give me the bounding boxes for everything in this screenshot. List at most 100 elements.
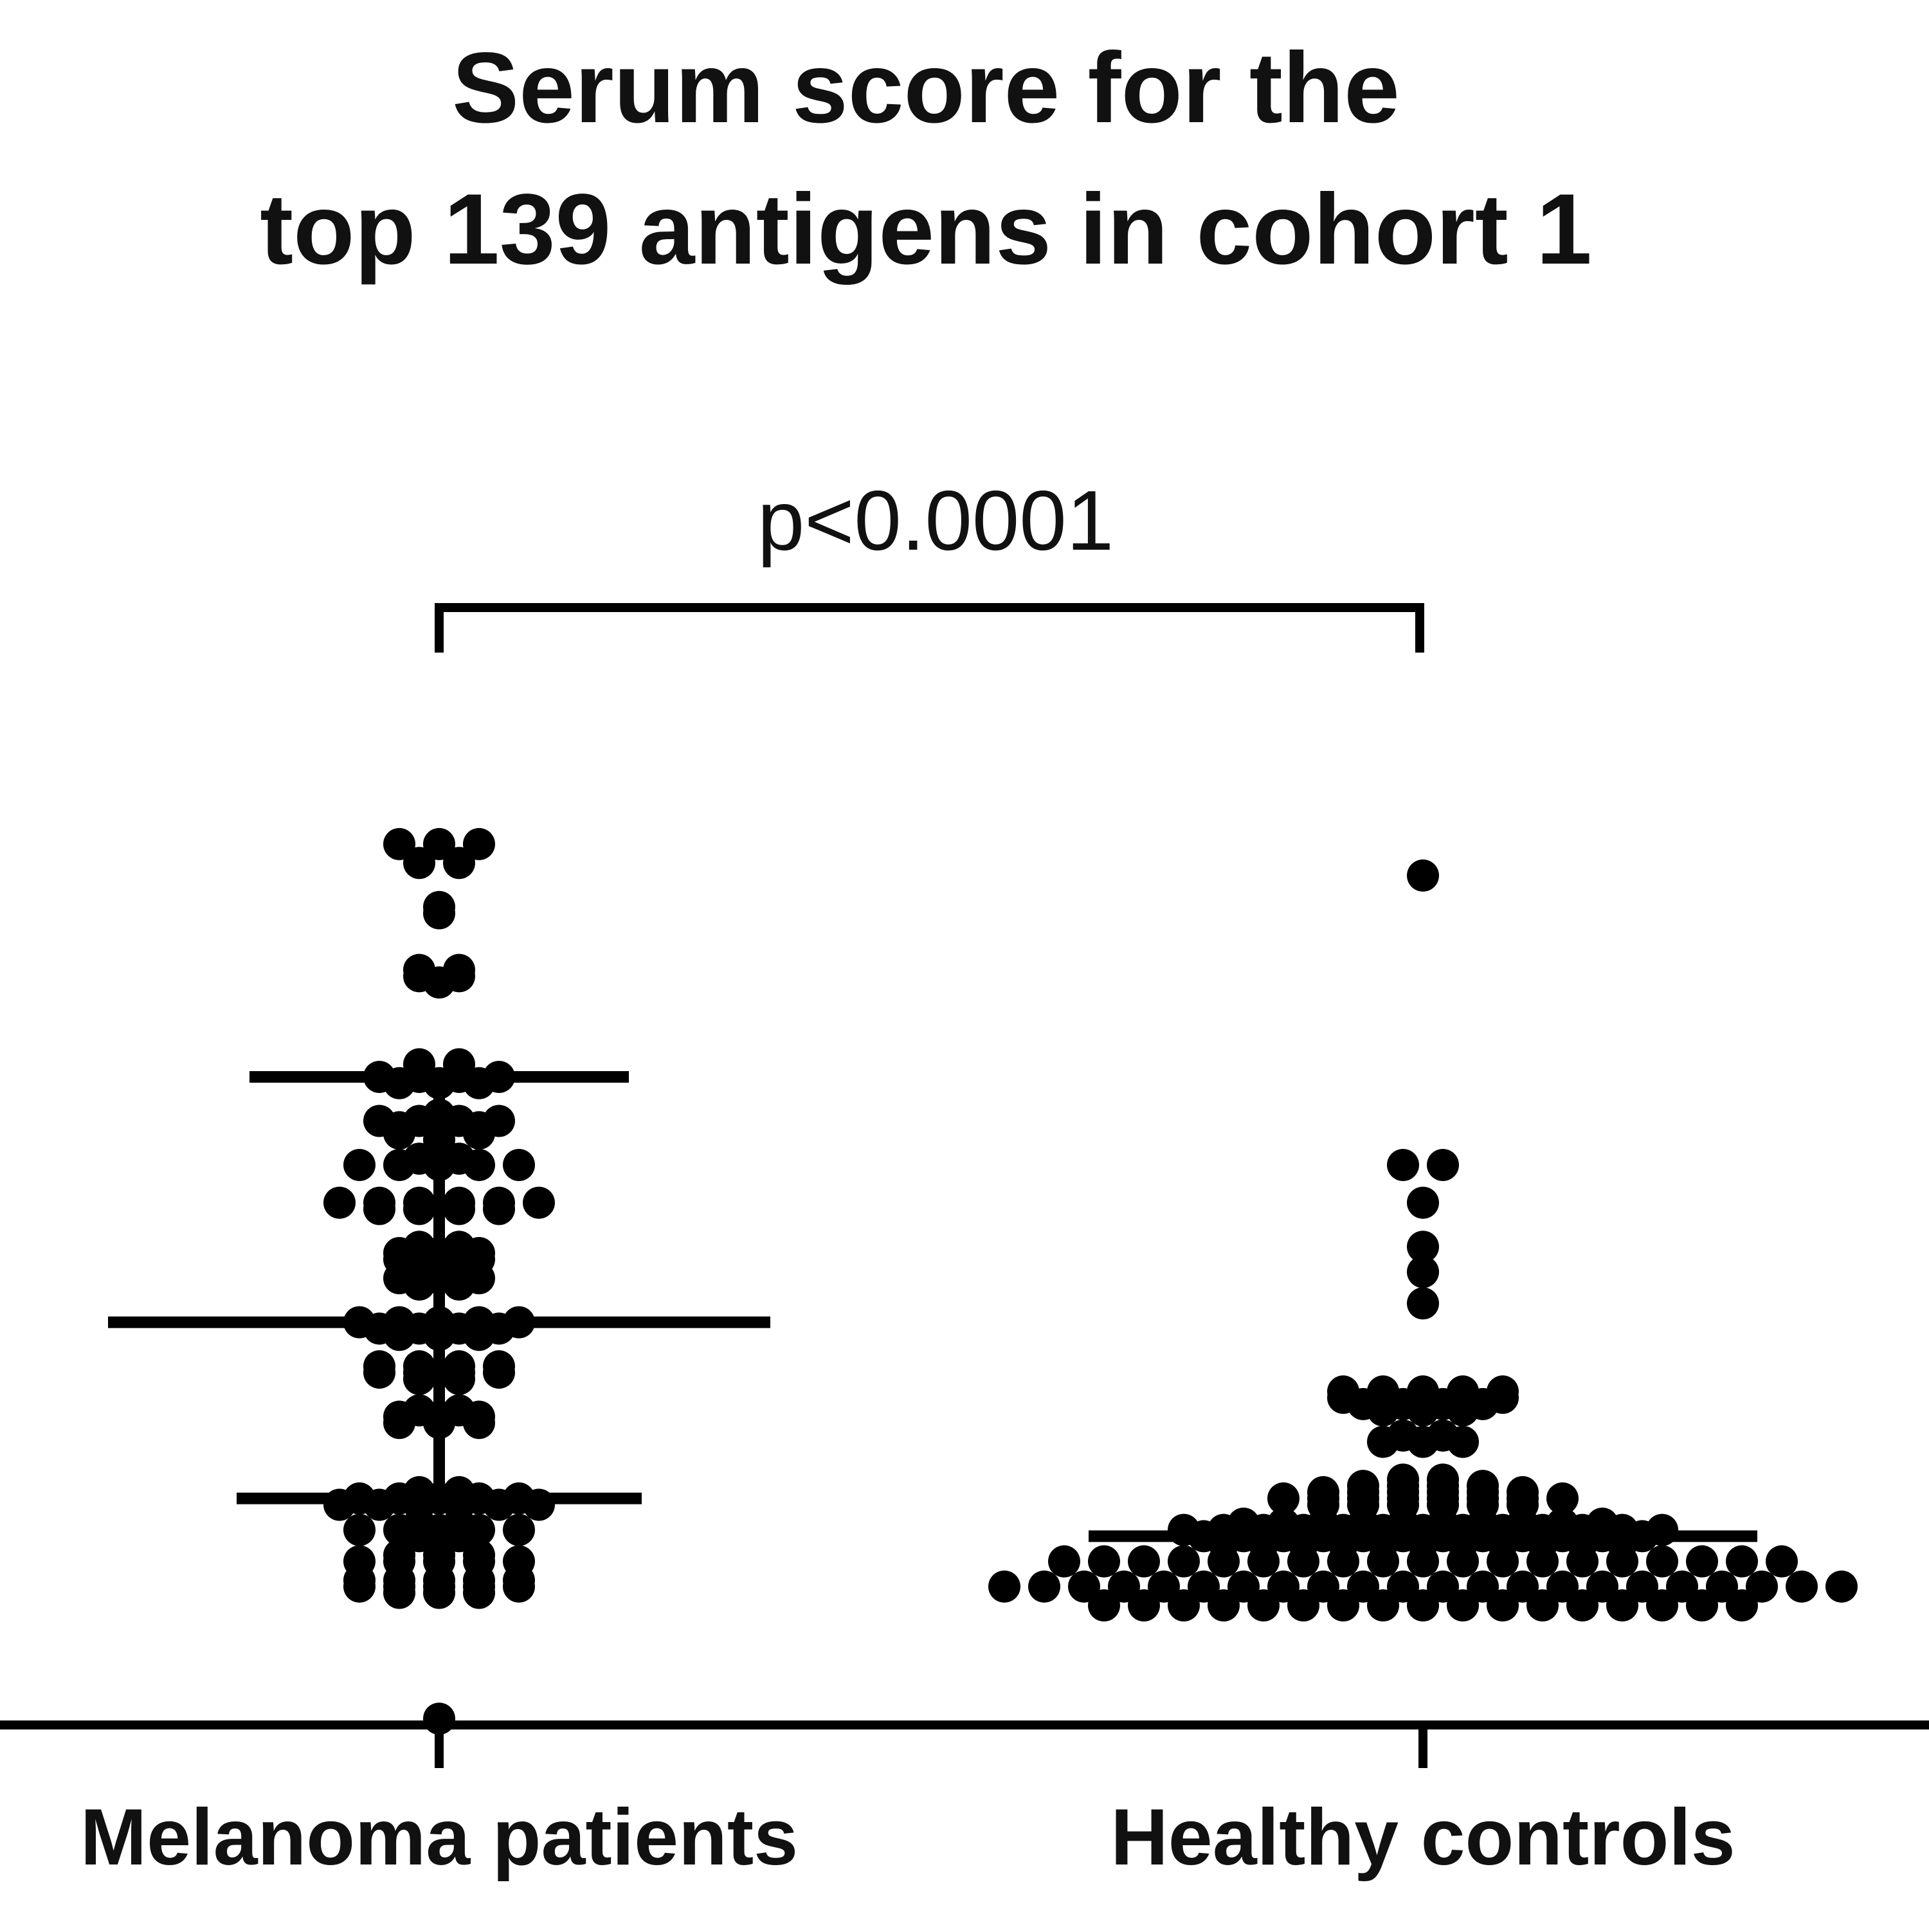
healthy-point <box>1407 1186 1439 1219</box>
melanoma-point <box>403 1268 435 1301</box>
healthy-point <box>1327 1589 1359 1622</box>
points-layer <box>323 827 1858 1735</box>
healthy-point <box>1447 1394 1479 1427</box>
healthy-point <box>1726 1589 1758 1622</box>
melanoma-point <box>443 1268 475 1301</box>
healthy-point <box>1168 1545 1200 1578</box>
healthy-point <box>1825 1570 1858 1603</box>
healthy-point <box>1188 1570 1220 1603</box>
healthy-point <box>1566 1589 1598 1622</box>
healthy-point <box>1148 1570 1180 1603</box>
healthy-point <box>1586 1570 1618 1603</box>
healthy-point <box>1407 1425 1439 1458</box>
healthy-point <box>988 1570 1020 1603</box>
healthy-point <box>1407 859 1439 892</box>
healthy-point <box>1546 1482 1579 1515</box>
healthy-point <box>1227 1570 1260 1603</box>
x-tick-label-melanoma: Melanoma patients <box>80 1793 798 1882</box>
melanoma-point <box>403 1193 435 1225</box>
healthy-point <box>1128 1545 1160 1578</box>
healthy-point <box>1208 1545 1240 1578</box>
healthy-point <box>1028 1570 1060 1603</box>
healthy-point <box>1367 1425 1399 1458</box>
healthy-point <box>1347 1570 1379 1603</box>
healthy-point <box>1626 1570 1658 1603</box>
healthy-point <box>1507 1570 1539 1603</box>
healthy-point <box>1427 1148 1459 1181</box>
melanoma-point <box>383 1148 415 1181</box>
melanoma-point <box>423 1576 455 1609</box>
melanoma-point <box>443 1520 475 1553</box>
healthy-point <box>1427 1570 1459 1603</box>
melanoma-point <box>423 827 455 860</box>
healthy-point <box>1407 1545 1439 1578</box>
healthy-point <box>1646 1589 1678 1622</box>
healthy-point <box>1208 1589 1240 1622</box>
melanoma-point <box>423 897 455 930</box>
healthy-point <box>1247 1589 1280 1622</box>
healthy-point <box>1726 1545 1758 1578</box>
healthy-point <box>1287 1589 1319 1622</box>
melanoma-point <box>363 1356 395 1389</box>
healthy-point <box>1367 1589 1399 1622</box>
healthy-point <box>1287 1545 1319 1578</box>
healthy-point <box>1606 1545 1638 1578</box>
melanoma-point <box>383 827 415 860</box>
melanoma-point <box>503 1513 535 1546</box>
melanoma-point <box>423 966 455 999</box>
healthy-point <box>1746 1570 1778 1603</box>
healthy-point <box>1686 1545 1718 1578</box>
healthy-point <box>1108 1570 1140 1603</box>
healthy-point <box>1447 1589 1479 1622</box>
healthy-point <box>1407 1394 1439 1427</box>
healthy-point <box>1307 1570 1339 1603</box>
healthy-point <box>1088 1545 1120 1578</box>
melanoma-point <box>443 847 475 880</box>
healthy-point <box>1267 1570 1300 1603</box>
healthy-point <box>1387 1570 1419 1603</box>
melanoma-point <box>383 1117 415 1150</box>
healthy-point <box>1168 1589 1200 1622</box>
healthy-point <box>1068 1570 1100 1603</box>
melanoma-point <box>343 1148 376 1181</box>
healthy-point <box>1367 1394 1399 1427</box>
healthy-point <box>1706 1570 1738 1603</box>
significance-bracket <box>435 603 1424 653</box>
melanoma-point <box>363 1193 395 1225</box>
melanoma-point <box>463 1148 495 1181</box>
healthy-point <box>1786 1570 1818 1603</box>
melanoma-point <box>383 1576 415 1609</box>
summary-lines-layer <box>108 1070 1757 1542</box>
healthy-point <box>1128 1589 1160 1622</box>
melanoma-point <box>483 1193 515 1225</box>
melanoma-point <box>463 827 495 860</box>
healthy-point <box>1407 1256 1439 1288</box>
melanoma-point <box>463 1576 495 1609</box>
healthy-point <box>1766 1545 1798 1578</box>
healthy-point <box>1367 1545 1399 1578</box>
healthy-point <box>1487 1545 1519 1578</box>
melanoma-point <box>483 1356 515 1389</box>
healthy-point <box>1447 1425 1479 1458</box>
healthy-point <box>1467 1570 1499 1603</box>
healthy-point <box>1606 1589 1638 1622</box>
melanoma-point <box>503 1570 535 1603</box>
healthy-point <box>1407 1231 1439 1263</box>
healthy-point <box>1088 1589 1120 1622</box>
melanoma-point <box>403 1520 435 1553</box>
healthy-point <box>1048 1545 1080 1578</box>
healthy-point <box>1267 1482 1300 1515</box>
melanoma-point <box>463 1407 495 1440</box>
healthy-point <box>1247 1545 1280 1578</box>
melanoma-point <box>343 1570 376 1603</box>
melanoma-point <box>383 1407 415 1440</box>
healthy-point <box>1447 1545 1479 1578</box>
melanoma-point <box>323 1186 356 1219</box>
p-value-annotation: p<0.0001 <box>757 473 1114 568</box>
chart-title-line-1: Serum score for the <box>452 32 1400 144</box>
healthy-point <box>1666 1570 1698 1603</box>
healthy-point <box>1546 1570 1579 1603</box>
healthy-point <box>1526 1589 1559 1622</box>
healthy-point <box>1387 1148 1419 1181</box>
